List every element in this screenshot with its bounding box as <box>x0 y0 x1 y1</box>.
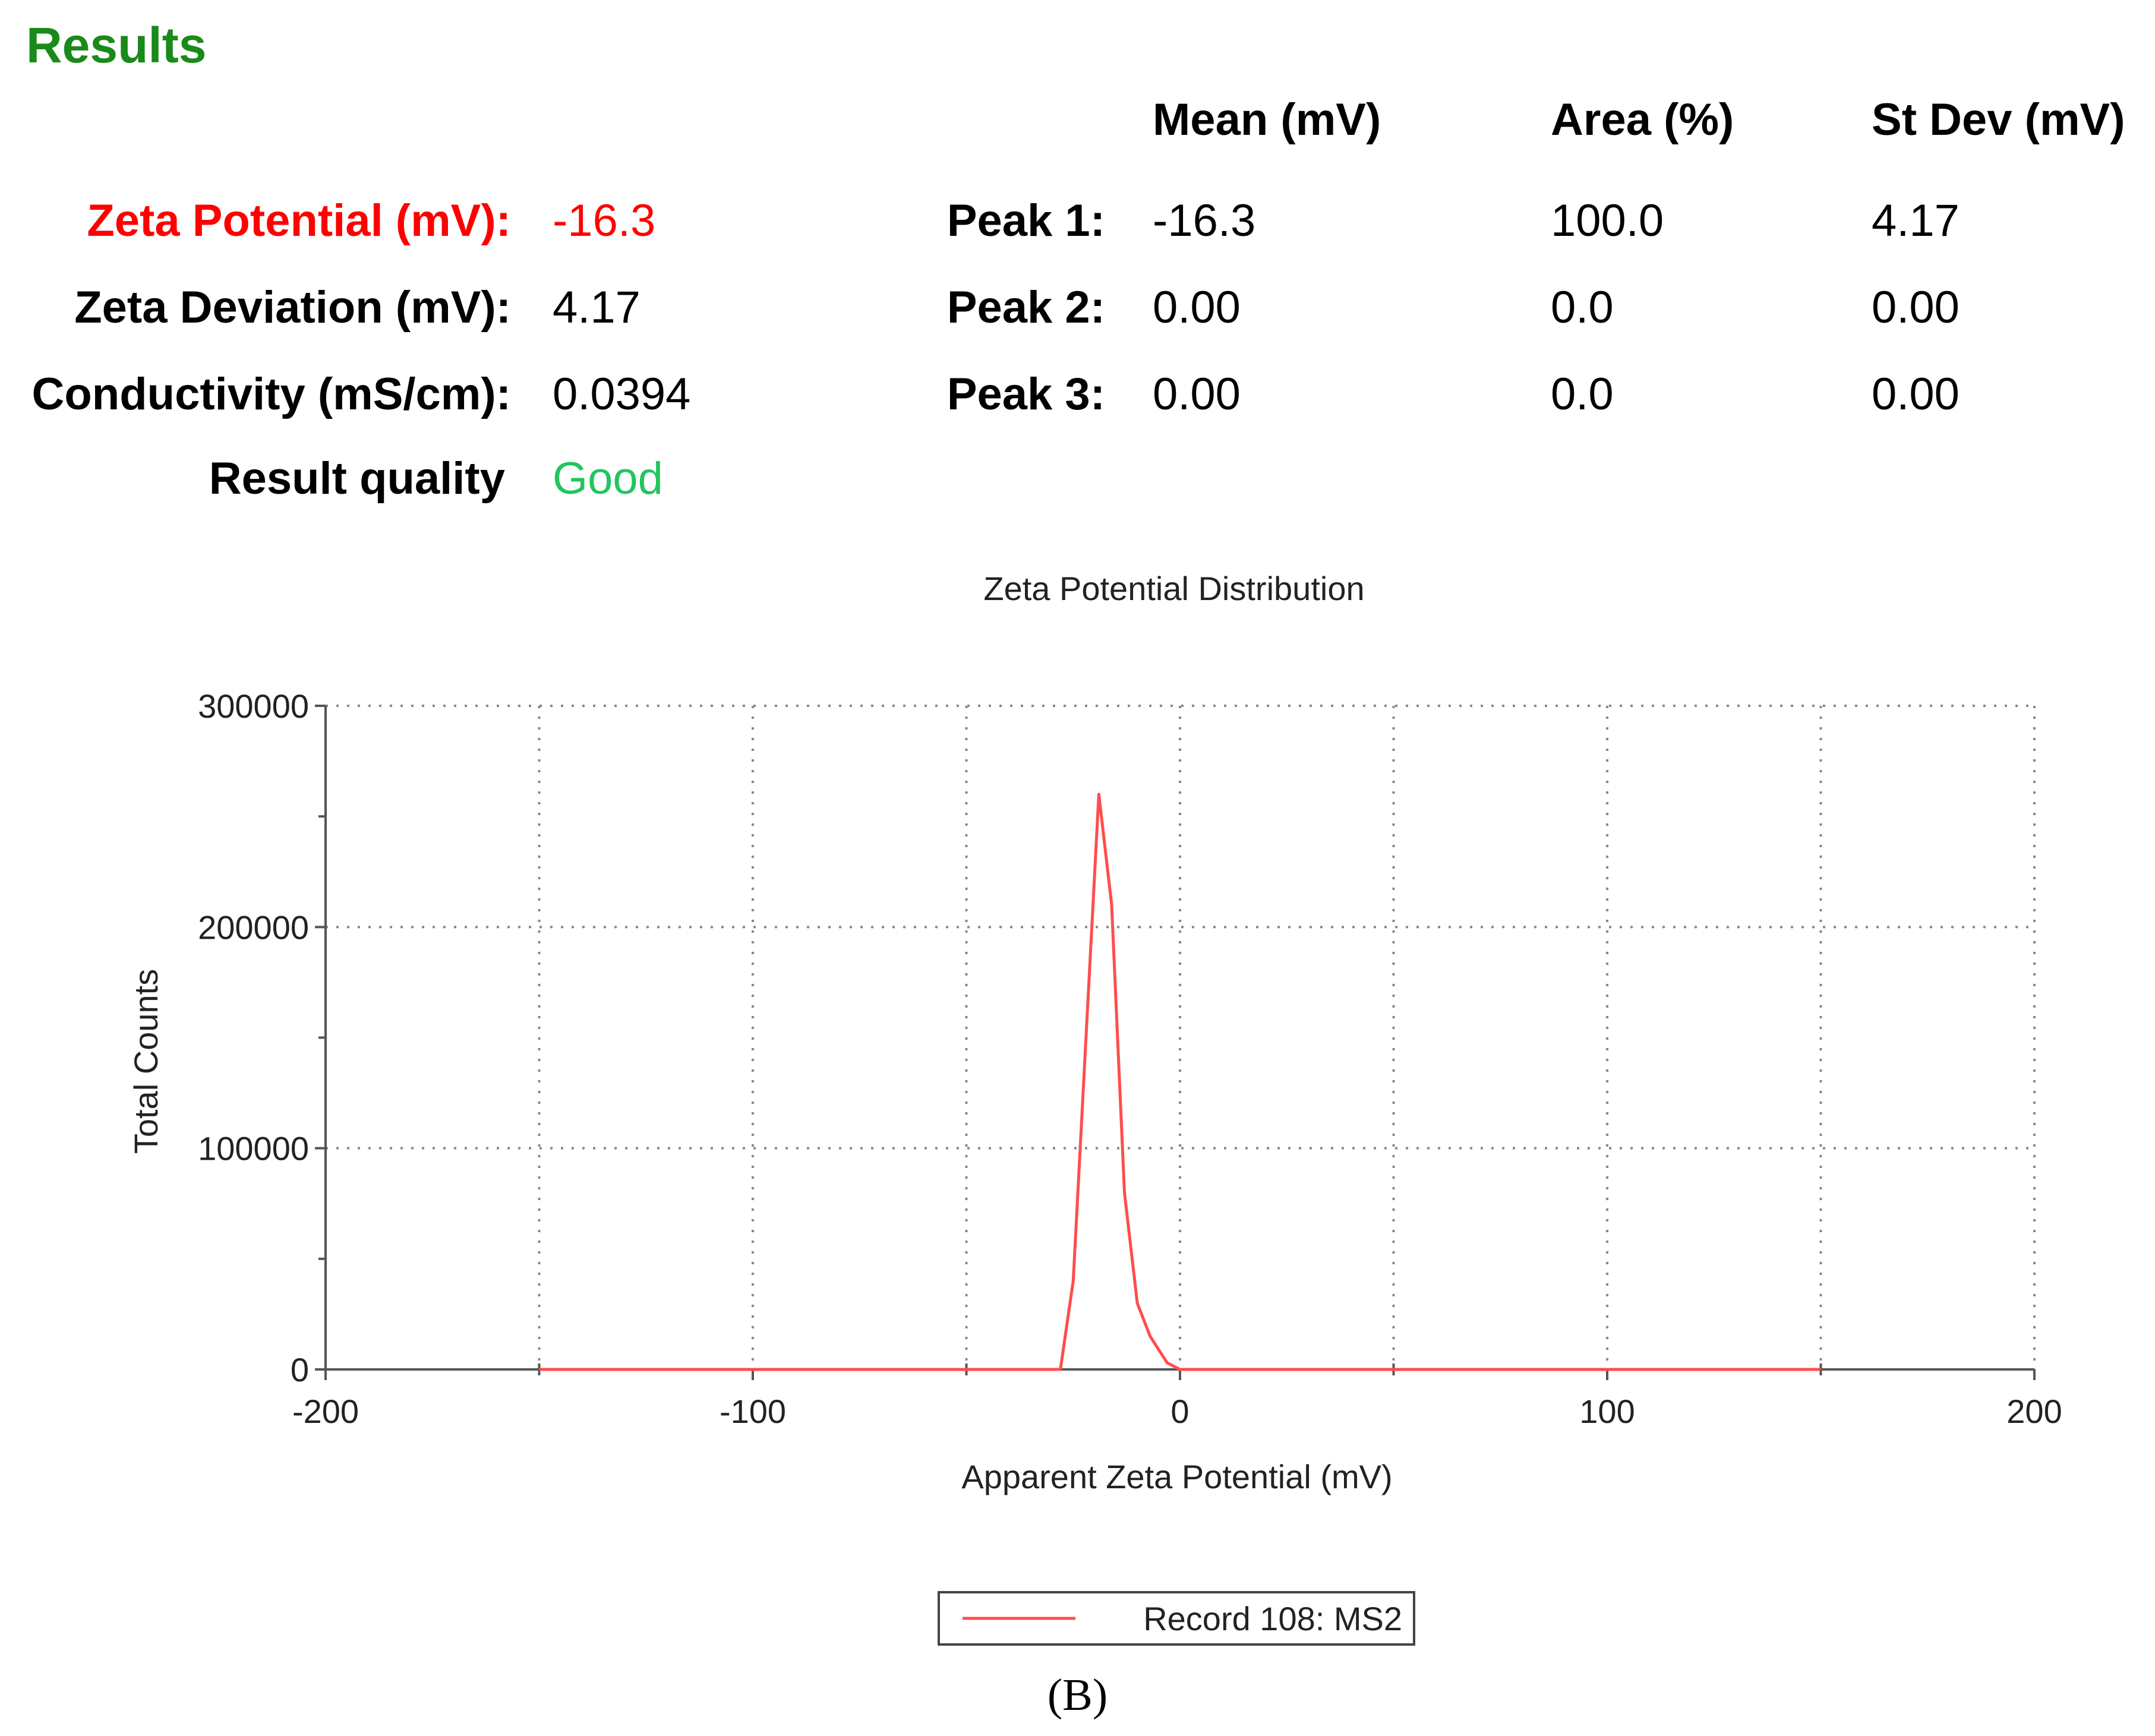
results-title: Results <box>26 17 207 73</box>
zeta-potential-chart: Zeta Potential Distribution -200 -100 0 100 2… <box>127 570 2062 1646</box>
y-tick-label: 0 <box>291 1351 309 1388</box>
x-tick-label: -100 <box>720 1393 786 1430</box>
y-tick-label: 300000 <box>198 687 309 725</box>
y-tick-label: 100000 <box>198 1130 309 1167</box>
peak-3-label: Peak 3: <box>946 369 1105 419</box>
conductivity-value: 0.0394 <box>553 369 691 419</box>
header-area: Area (%) <box>1551 94 1734 145</box>
header-stdev: St Dev (mV) <box>1872 94 2125 145</box>
conductivity-label: Conductivity (mS/cm): <box>31 369 512 419</box>
peak-1-label: Peak 1: <box>946 195 1105 246</box>
peak-2-stdev: 0.00 <box>1872 282 1960 333</box>
legend-label: Record 108: MS2 <box>1143 1600 1402 1637</box>
x-tick-label: 0 <box>1170 1393 1189 1430</box>
header-mean: Mean (mV) <box>1153 94 1381 145</box>
peak-1-area: 100.0 <box>1551 195 1664 246</box>
zeta-potential-label: Zeta Potential (mV): <box>87 195 511 246</box>
x-tick-label: 100 <box>1579 1393 1635 1430</box>
peak-1-mean: -16.3 <box>1153 195 1256 246</box>
result-quality-value: Good <box>553 453 663 504</box>
y-tick-label: 200000 <box>198 908 309 946</box>
zeta-potential-value: -16.3 <box>553 195 656 246</box>
peak-3-stdev: 0.00 <box>1872 369 1960 419</box>
series-line <box>539 793 1821 1371</box>
peak-2-mean: 0.00 <box>1153 282 1241 333</box>
peak-1-stdev: 4.17 <box>1872 195 1960 246</box>
peak-2-label: Peak 2: <box>946 282 1105 333</box>
zeta-deviation-value: 4.17 <box>553 282 640 333</box>
panel-label: (B) <box>1047 1670 1108 1720</box>
peak-3-area: 0.0 <box>1551 369 1614 419</box>
y-axis-label: Total Counts <box>127 969 165 1154</box>
x-axis-label: Apparent Zeta Potential (mV) <box>961 1458 1392 1495</box>
peak-2-area: 0.0 <box>1551 282 1614 333</box>
result-quality-label: Result quality <box>209 453 505 504</box>
x-tick-label: 200 <box>2006 1393 2062 1430</box>
chart-title: Zeta Potential Distribution <box>983 570 1364 607</box>
zeta-deviation-label: Zeta Deviation (mV): <box>74 282 511 333</box>
peak-3-mean: 0.00 <box>1153 369 1241 419</box>
x-tick-label: -200 <box>292 1393 359 1430</box>
